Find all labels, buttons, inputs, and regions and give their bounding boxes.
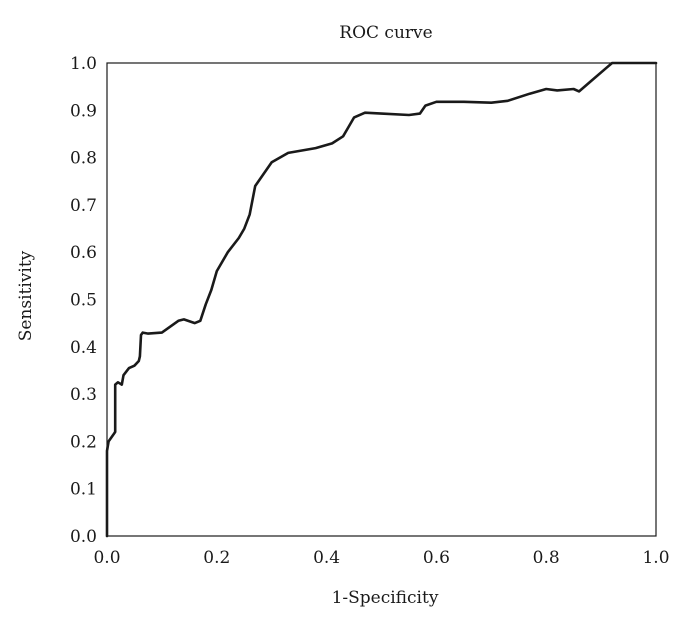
- x-axis-ticks: 0.0 0.2 0.4 0.6 0.8 1.0: [93, 548, 669, 568]
- x-axis-label: 1-Specificity: [332, 588, 439, 608]
- y-axis-label: Sensitivity: [16, 250, 36, 341]
- y-axis-ticks: 0.0 0.1 0.2 0.3 0.4 0.5 0.6 0.7 0.8 0.9 1.0: [70, 54, 97, 547]
- y-tick-label: 0.8: [70, 149, 97, 169]
- y-tick-label: 0.1: [70, 480, 97, 500]
- roc-curve-line: [105, 61, 658, 538]
- y-tick-label: 0.7: [70, 196, 97, 216]
- x-tick-label: 0.2: [203, 548, 230, 568]
- plot-frame: [106, 62, 657, 537]
- y-tick-label: 0.6: [70, 243, 97, 263]
- y-tick-label: 0.9: [70, 101, 97, 121]
- y-tick-label: 1.0: [70, 54, 97, 74]
- x-tick-label: 0.0: [93, 548, 120, 568]
- x-tick-label: 0.6: [423, 548, 450, 568]
- x-tick-label: 0.4: [313, 548, 340, 568]
- y-tick-label: 0.2: [70, 432, 97, 452]
- y-tick-label: 0.0: [70, 527, 97, 547]
- y-tick-label: 0.4: [70, 338, 97, 358]
- y-tick-label: 0.5: [70, 291, 97, 311]
- chart-title: ROC curve: [339, 23, 432, 43]
- x-tick-label: 1.0: [642, 548, 669, 568]
- y-tick-label: 0.3: [70, 385, 97, 405]
- x-tick-label: 0.8: [533, 548, 560, 568]
